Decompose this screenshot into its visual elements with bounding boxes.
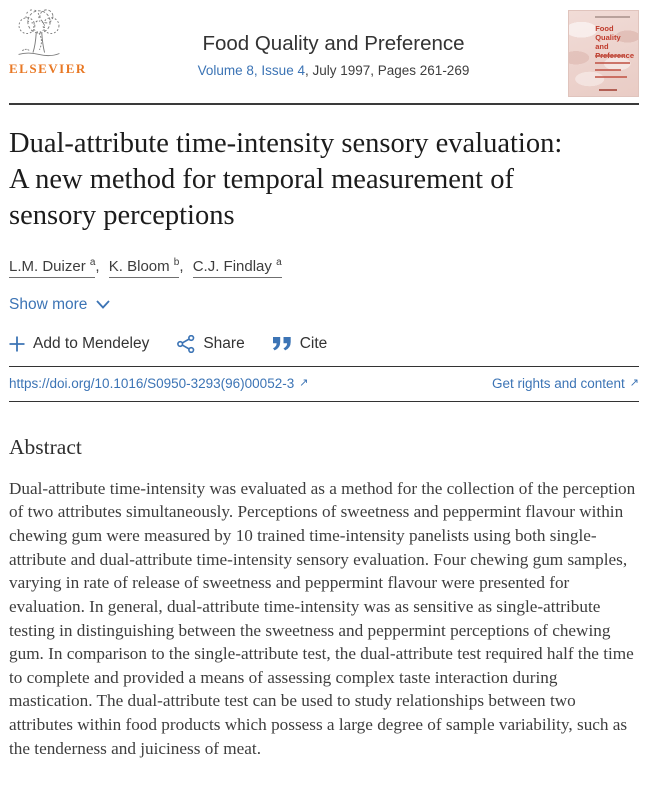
author-separator: ,	[179, 257, 184, 275]
journal-title-link[interactable]: Food Quality and Preference	[202, 32, 465, 55]
journal-header-center: Food Quality and Preference Volume 8, Is…	[99, 8, 568, 78]
cover-text-line	[595, 69, 622, 71]
cover-text-line	[599, 89, 618, 91]
get-rights-link[interactable]: Get rights and content ↗	[492, 376, 639, 391]
author-affiliation-mark: a	[276, 256, 282, 268]
journal-cover-thumbnail[interactable]: Food Quality and Preference	[568, 10, 639, 97]
add-to-mendeley-button[interactable]: Add to Mendeley	[9, 335, 149, 353]
journal-header: ELSEVIER Food Quality and Preference Vol…	[0, 0, 648, 103]
elsevier-tree-icon	[18, 9, 60, 57]
doi-link[interactable]: https://doi.org/10.1016/S0950-3293(96)00…	[9, 376, 308, 391]
external-link-icon: ↗	[629, 376, 639, 389]
author-link[interactable]: K. Bloom b	[108, 256, 180, 278]
author-affiliation-mark: a	[89, 256, 96, 268]
cite-button[interactable]: Cite	[272, 334, 328, 353]
cover-text-line	[595, 76, 627, 78]
show-more-button[interactable]: Show more	[9, 295, 111, 314]
cover-text-line	[595, 62, 630, 64]
cover-text-line	[595, 55, 625, 57]
author-separator: ,	[95, 257, 100, 275]
chevron-down-icon	[96, 300, 111, 310]
cite-label: Cite	[299, 334, 328, 352]
author-list: L.M. Duizer a, K. Bloom b, C.J. Findlay …	[9, 256, 639, 278]
external-link-icon: ↗	[299, 376, 309, 389]
doi-bar: https://doi.org/10.1016/S0950-3293(96)00…	[9, 365, 639, 402]
author-affiliation-mark: b	[173, 256, 180, 268]
show-more-label: Show more	[9, 295, 88, 313]
plus-icon	[9, 336, 25, 352]
author-link[interactable]: L.M. Duizer a	[9, 256, 96, 278]
cover-header-line	[595, 16, 630, 18]
author-name: K. Bloom	[108, 257, 170, 275]
doi-url: https://doi.org/10.1016/S0950-3293(96)00…	[9, 375, 295, 391]
share-icon	[177, 334, 195, 353]
issue-date-pages: , July 1997, Pages 261-269	[304, 63, 470, 78]
issue-link[interactable]: Volume 8, Issue 4	[197, 63, 305, 78]
author-name: C.J. Findlay	[192, 257, 272, 275]
issue-line: Volume 8, Issue 4, July 1997, Pages 261-…	[99, 63, 568, 78]
author-name: L.M. Duizer	[9, 257, 86, 275]
abstract-section: Abstract Dual-attribute time-intensity w…	[9, 435, 639, 761]
get-rights-label: Get rights and content	[491, 375, 625, 391]
header-divider	[9, 103, 639, 105]
author-link[interactable]: C.J. Findlay a	[192, 256, 282, 278]
cite-quote-icon	[272, 336, 291, 351]
elsevier-logo[interactable]: ELSEVIER	[9, 8, 99, 77]
abstract-heading: Abstract	[9, 434, 82, 459]
share-label: Share	[203, 334, 245, 352]
add-to-mendeley-label: Add to Mendeley	[33, 334, 150, 352]
share-button[interactable]: Share	[177, 334, 245, 353]
action-toolbar: Add to Mendeley Share Cite	[9, 334, 639, 353]
article-title: Dual-attribute time-intensity sensory ev…	[9, 128, 563, 231]
elsevier-wordmark: ELSEVIER	[9, 61, 87, 76]
abstract-text: Dual-attribute time-intensity was evalua…	[9, 478, 636, 758]
